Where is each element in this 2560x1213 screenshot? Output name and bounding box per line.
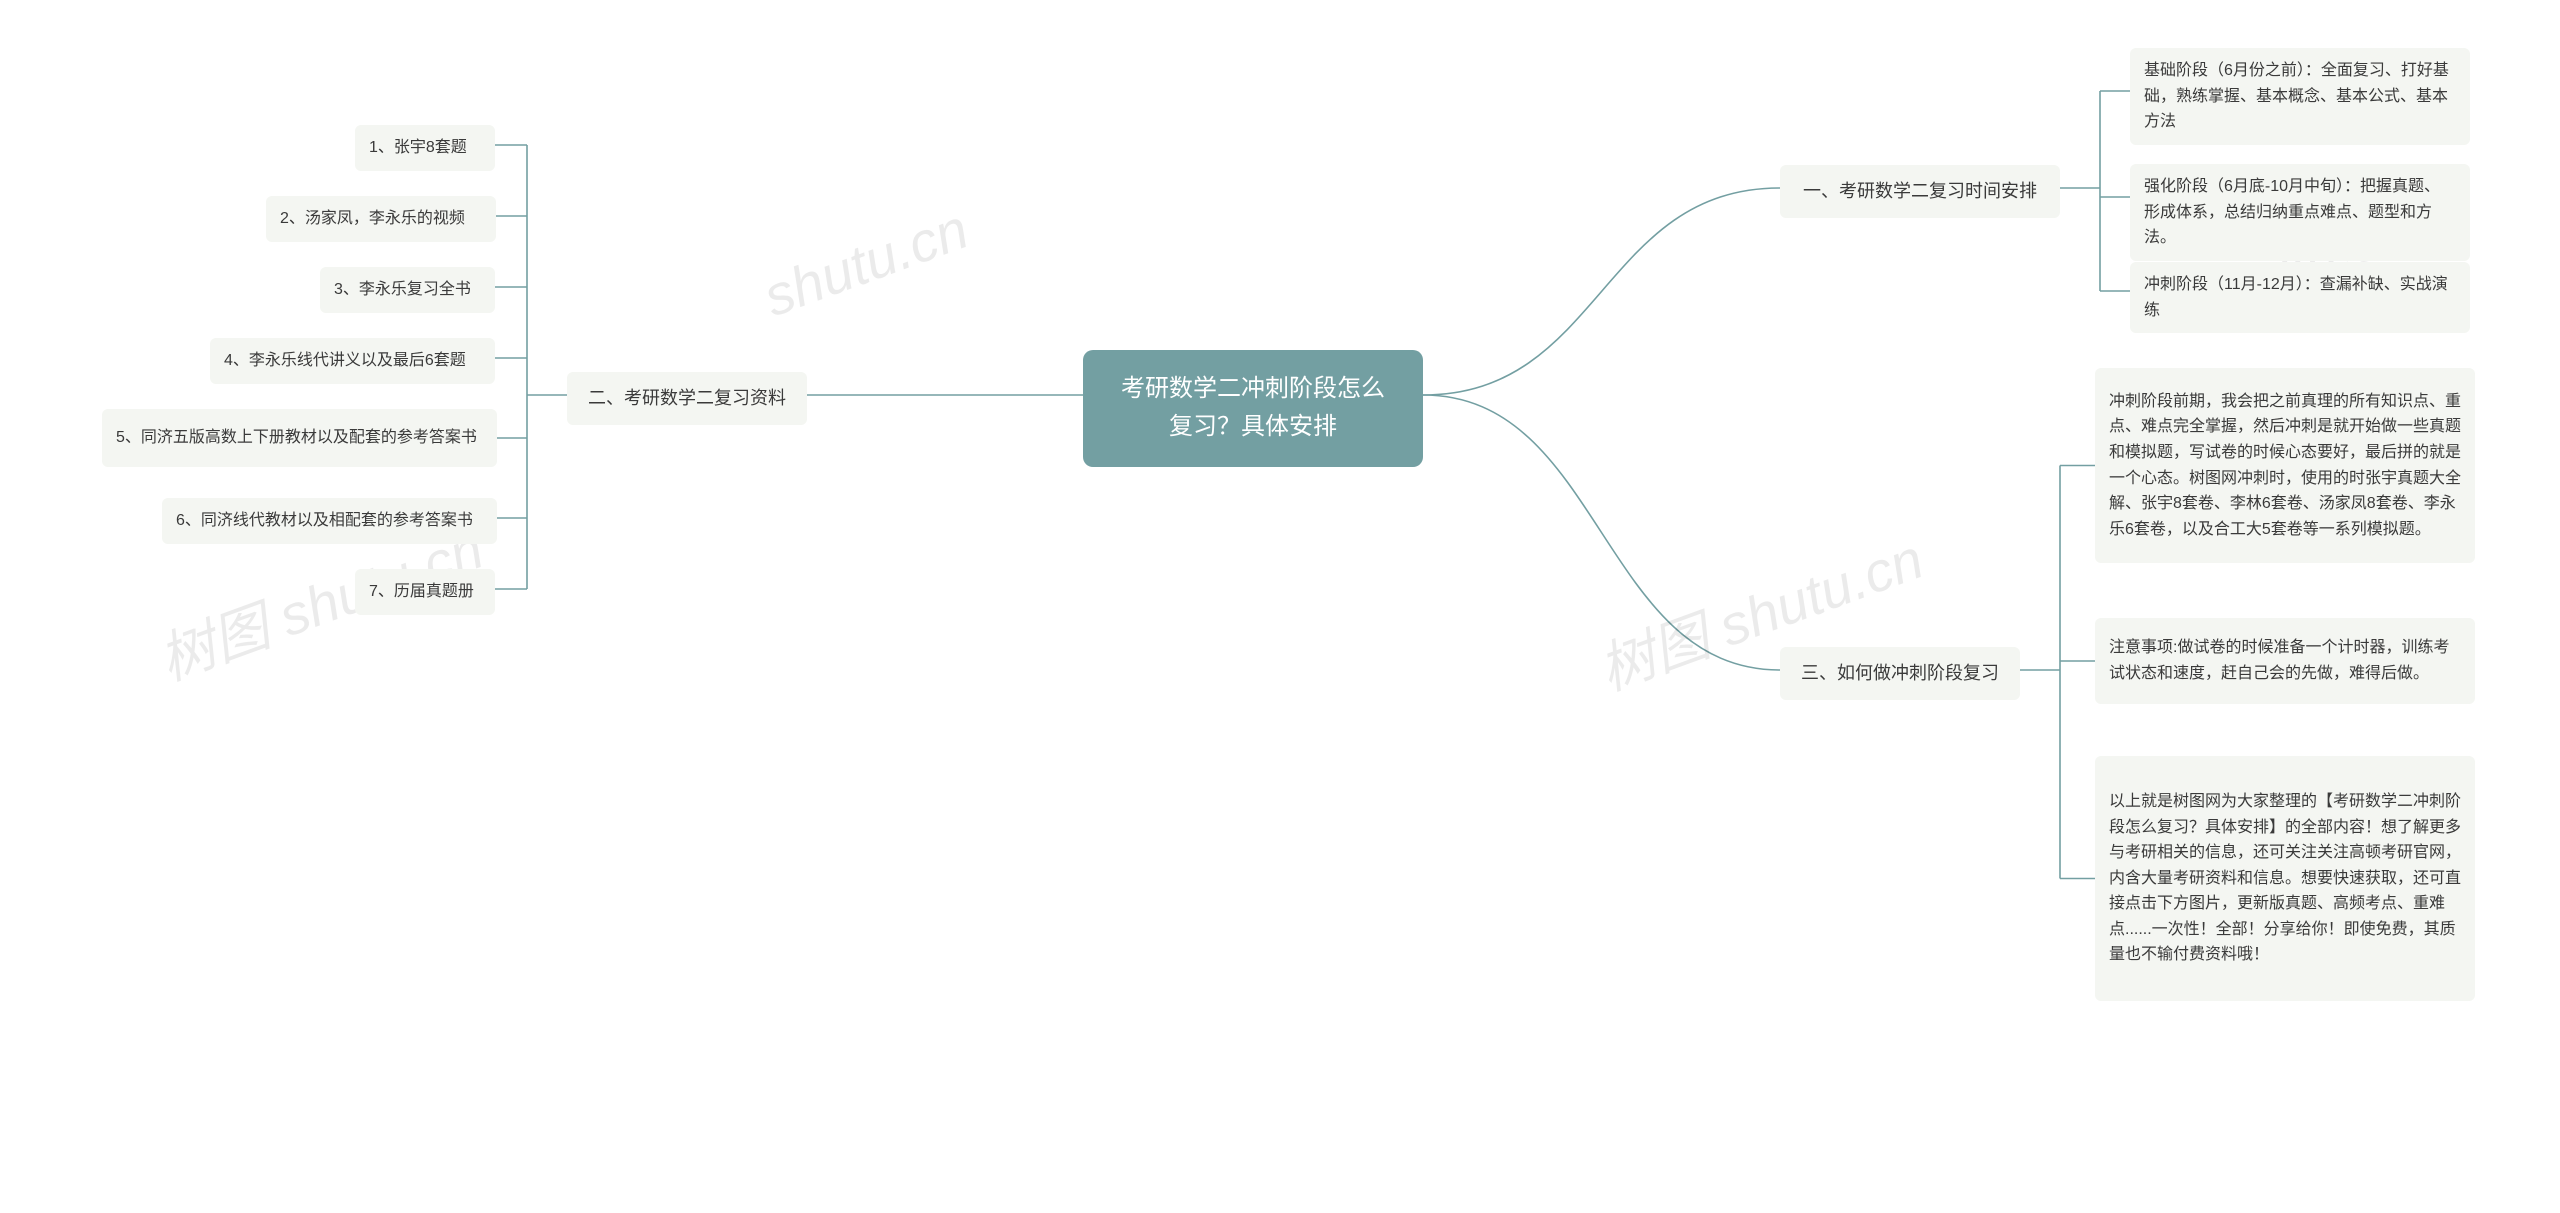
leaf-node[interactable]: 6、同济线代教材以及相配套的参考答案书 [162, 498, 497, 544]
branch-node-2[interactable]: 二、考研数学二复习资料 [567, 372, 807, 425]
branch-node-3[interactable]: 三、如何做冲刺阶段复习 [1780, 647, 2020, 700]
branch-node-1[interactable]: 一、考研数学二复习时间安排 [1780, 165, 2060, 218]
leaf-node[interactable]: 强化阶段（6月底-10月中旬）：把握真题、形成体系，总结归纳重点难点、题型和方法… [2130, 164, 2470, 261]
leaf-node[interactable]: 2、汤家凤，李永乐的视频 [266, 196, 496, 242]
leaf-node[interactable]: 4、李永乐线代讲义以及最后6套题 [210, 338, 495, 384]
leaf-node[interactable]: 冲刺阶段前期，我会把之前真理的所有知识点、重点、难点完全掌握，然后冲刺是就开始做… [2095, 368, 2475, 563]
leaf-node[interactable]: 3、李永乐复习全书 [320, 267, 495, 313]
leaf-node[interactable]: 7、历届真题册 [355, 569, 495, 615]
mindmap-canvas: 树图 shutu.cn shutu.cn 树图 shutu.cn shutu.c… [0, 0, 2560, 1213]
root-node[interactable]: 考研数学二冲刺阶段怎么复习？具体安排 [1083, 350, 1423, 467]
leaf-node[interactable]: 基础阶段（6月份之前）：全面复习、打好基础，熟练掌握、基本概念、基本公式、基本方… [2130, 48, 2470, 145]
watermark: shutu.cn [755, 196, 976, 329]
leaf-node[interactable]: 5、同济五版高数上下册教材以及配套的参考答案书 [102, 409, 497, 467]
leaf-node[interactable]: 注意事项:做试卷的时候准备一个计时器，训练考试状态和速度，赶自己会的先做，难得后… [2095, 618, 2475, 704]
leaf-node[interactable]: 冲刺阶段（11月-12月）：查漏补缺、实战演练 [2130, 262, 2470, 333]
leaf-node[interactable]: 1、张宇8套题 [355, 125, 495, 171]
leaf-node[interactable]: 以上就是树图网为大家整理的【考研数学二冲刺阶段怎么复习？具体安排】的全部内容！想… [2095, 756, 2475, 1001]
